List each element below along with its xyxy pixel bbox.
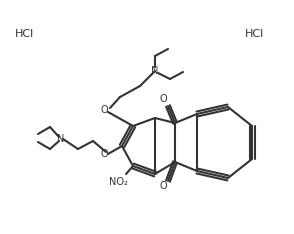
Text: HCl: HCl — [15, 29, 35, 39]
Text: N: N — [151, 66, 159, 76]
Text: O: O — [100, 105, 108, 115]
Text: O: O — [100, 149, 108, 159]
Text: NO₂: NO₂ — [108, 177, 127, 187]
Text: O: O — [159, 94, 167, 104]
Text: O: O — [159, 181, 167, 191]
Text: N: N — [57, 134, 65, 144]
Text: HCl: HCl — [245, 29, 265, 39]
